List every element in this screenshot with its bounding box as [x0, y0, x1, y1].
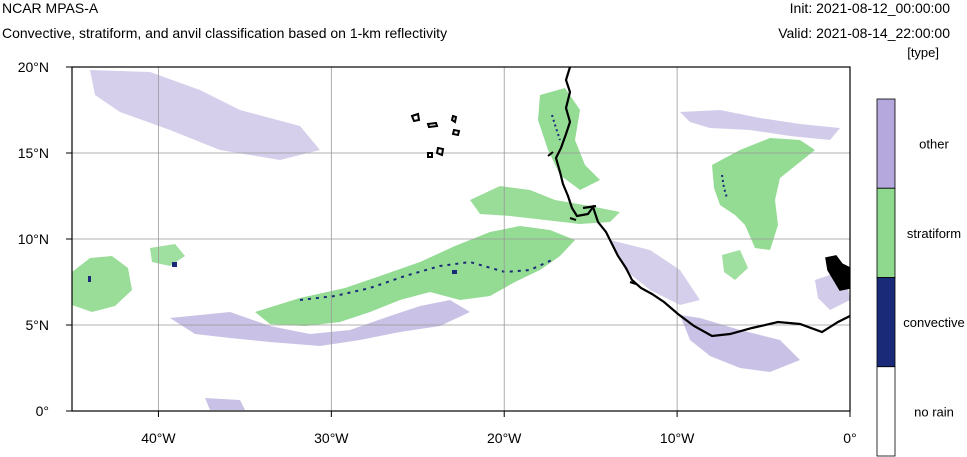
- legend-label-other: other: [919, 137, 949, 152]
- cape-verde-santo-antao: [410, 112, 421, 123]
- cape-verde-sao-nicolau: [426, 121, 439, 129]
- cape-verde-santiago: [435, 146, 445, 157]
- legend-swatch-other: [876, 98, 896, 189]
- stratiform-region-east-inland: [712, 138, 815, 250]
- stratiform-region-itcz-east: [255, 226, 575, 326]
- coastline-layer: [410, 67, 850, 338]
- lon-tick-label: 10°W: [660, 430, 695, 446]
- stratiform-region-east-small: [722, 250, 748, 280]
- other-region-south-small: [205, 398, 245, 410]
- cape-verde-boa-vista: [451, 128, 461, 137]
- map-axes: 40°W 30°W 20°W 10°W 0° 0° 5°N 10°N 15°N 20°N: [18, 59, 857, 446]
- cape-verde-fogo: [427, 152, 433, 158]
- legend-units: [type]: [907, 45, 939, 60]
- other-region-south-scatter: [170, 300, 470, 346]
- legend-swatch-convective: [876, 277, 896, 368]
- lon-tick-label: 40°W: [141, 430, 176, 446]
- other-region-northeast: [680, 110, 840, 140]
- valid-time: Valid: 2021-08-14_22:00:00: [778, 25, 950, 41]
- lat-tick-label: 20°N: [18, 59, 49, 75]
- legend-swatch-stratiform: [876, 187, 896, 278]
- lat-tick-label: 0°: [36, 403, 49, 419]
- cape-verde-sal: [450, 114, 458, 124]
- lon-tick-label: 0°: [843, 430, 856, 446]
- graticule: [72, 67, 850, 411]
- lat-tick-label: 10°N: [18, 231, 49, 247]
- convective-cell-west: [172, 262, 177, 267]
- coast-bijagos: [582, 204, 597, 210]
- legend-label-stratiform: stratiform: [907, 226, 961, 241]
- lat-tick-label: 5°N: [26, 317, 50, 333]
- init-time: Init: 2021-08-12_00:00:00: [789, 0, 950, 16]
- convective-cells-east: [721, 174, 728, 199]
- bissagos-coast: [569, 217, 577, 221]
- convective-cell-mid: [452, 270, 457, 274]
- lon-tick-label: 30°W: [314, 430, 349, 446]
- legend-colorbar: other stratiform convective no rain: [876, 98, 965, 457]
- other-region-east-coast: [680, 315, 800, 372]
- convective-cell-west-2: [88, 276, 91, 282]
- lon-tick-label: 20°W: [487, 430, 522, 446]
- legend-label-no-rain: no rain: [914, 404, 954, 419]
- stratiform-region-coast: [538, 88, 600, 190]
- legend-label-convective: convective: [903, 315, 964, 330]
- other-region-north-scatter: [90, 70, 320, 160]
- coast-inlet: [629, 281, 637, 285]
- model-title: NCAR MPAS-A: [2, 0, 99, 16]
- plot-description: Convective, stratiform, and anvil classi…: [2, 25, 448, 41]
- stratiform-region-west: [72, 256, 132, 312]
- lat-tick-label: 15°N: [18, 145, 49, 161]
- convective-band-itcz: [299, 259, 553, 301]
- legend-swatch-no-rain: [876, 366, 896, 457]
- dakar-peninsula: [547, 151, 554, 157]
- ghana-lake-volta: [825, 255, 850, 291]
- west-africa-coastline: [554, 67, 850, 338]
